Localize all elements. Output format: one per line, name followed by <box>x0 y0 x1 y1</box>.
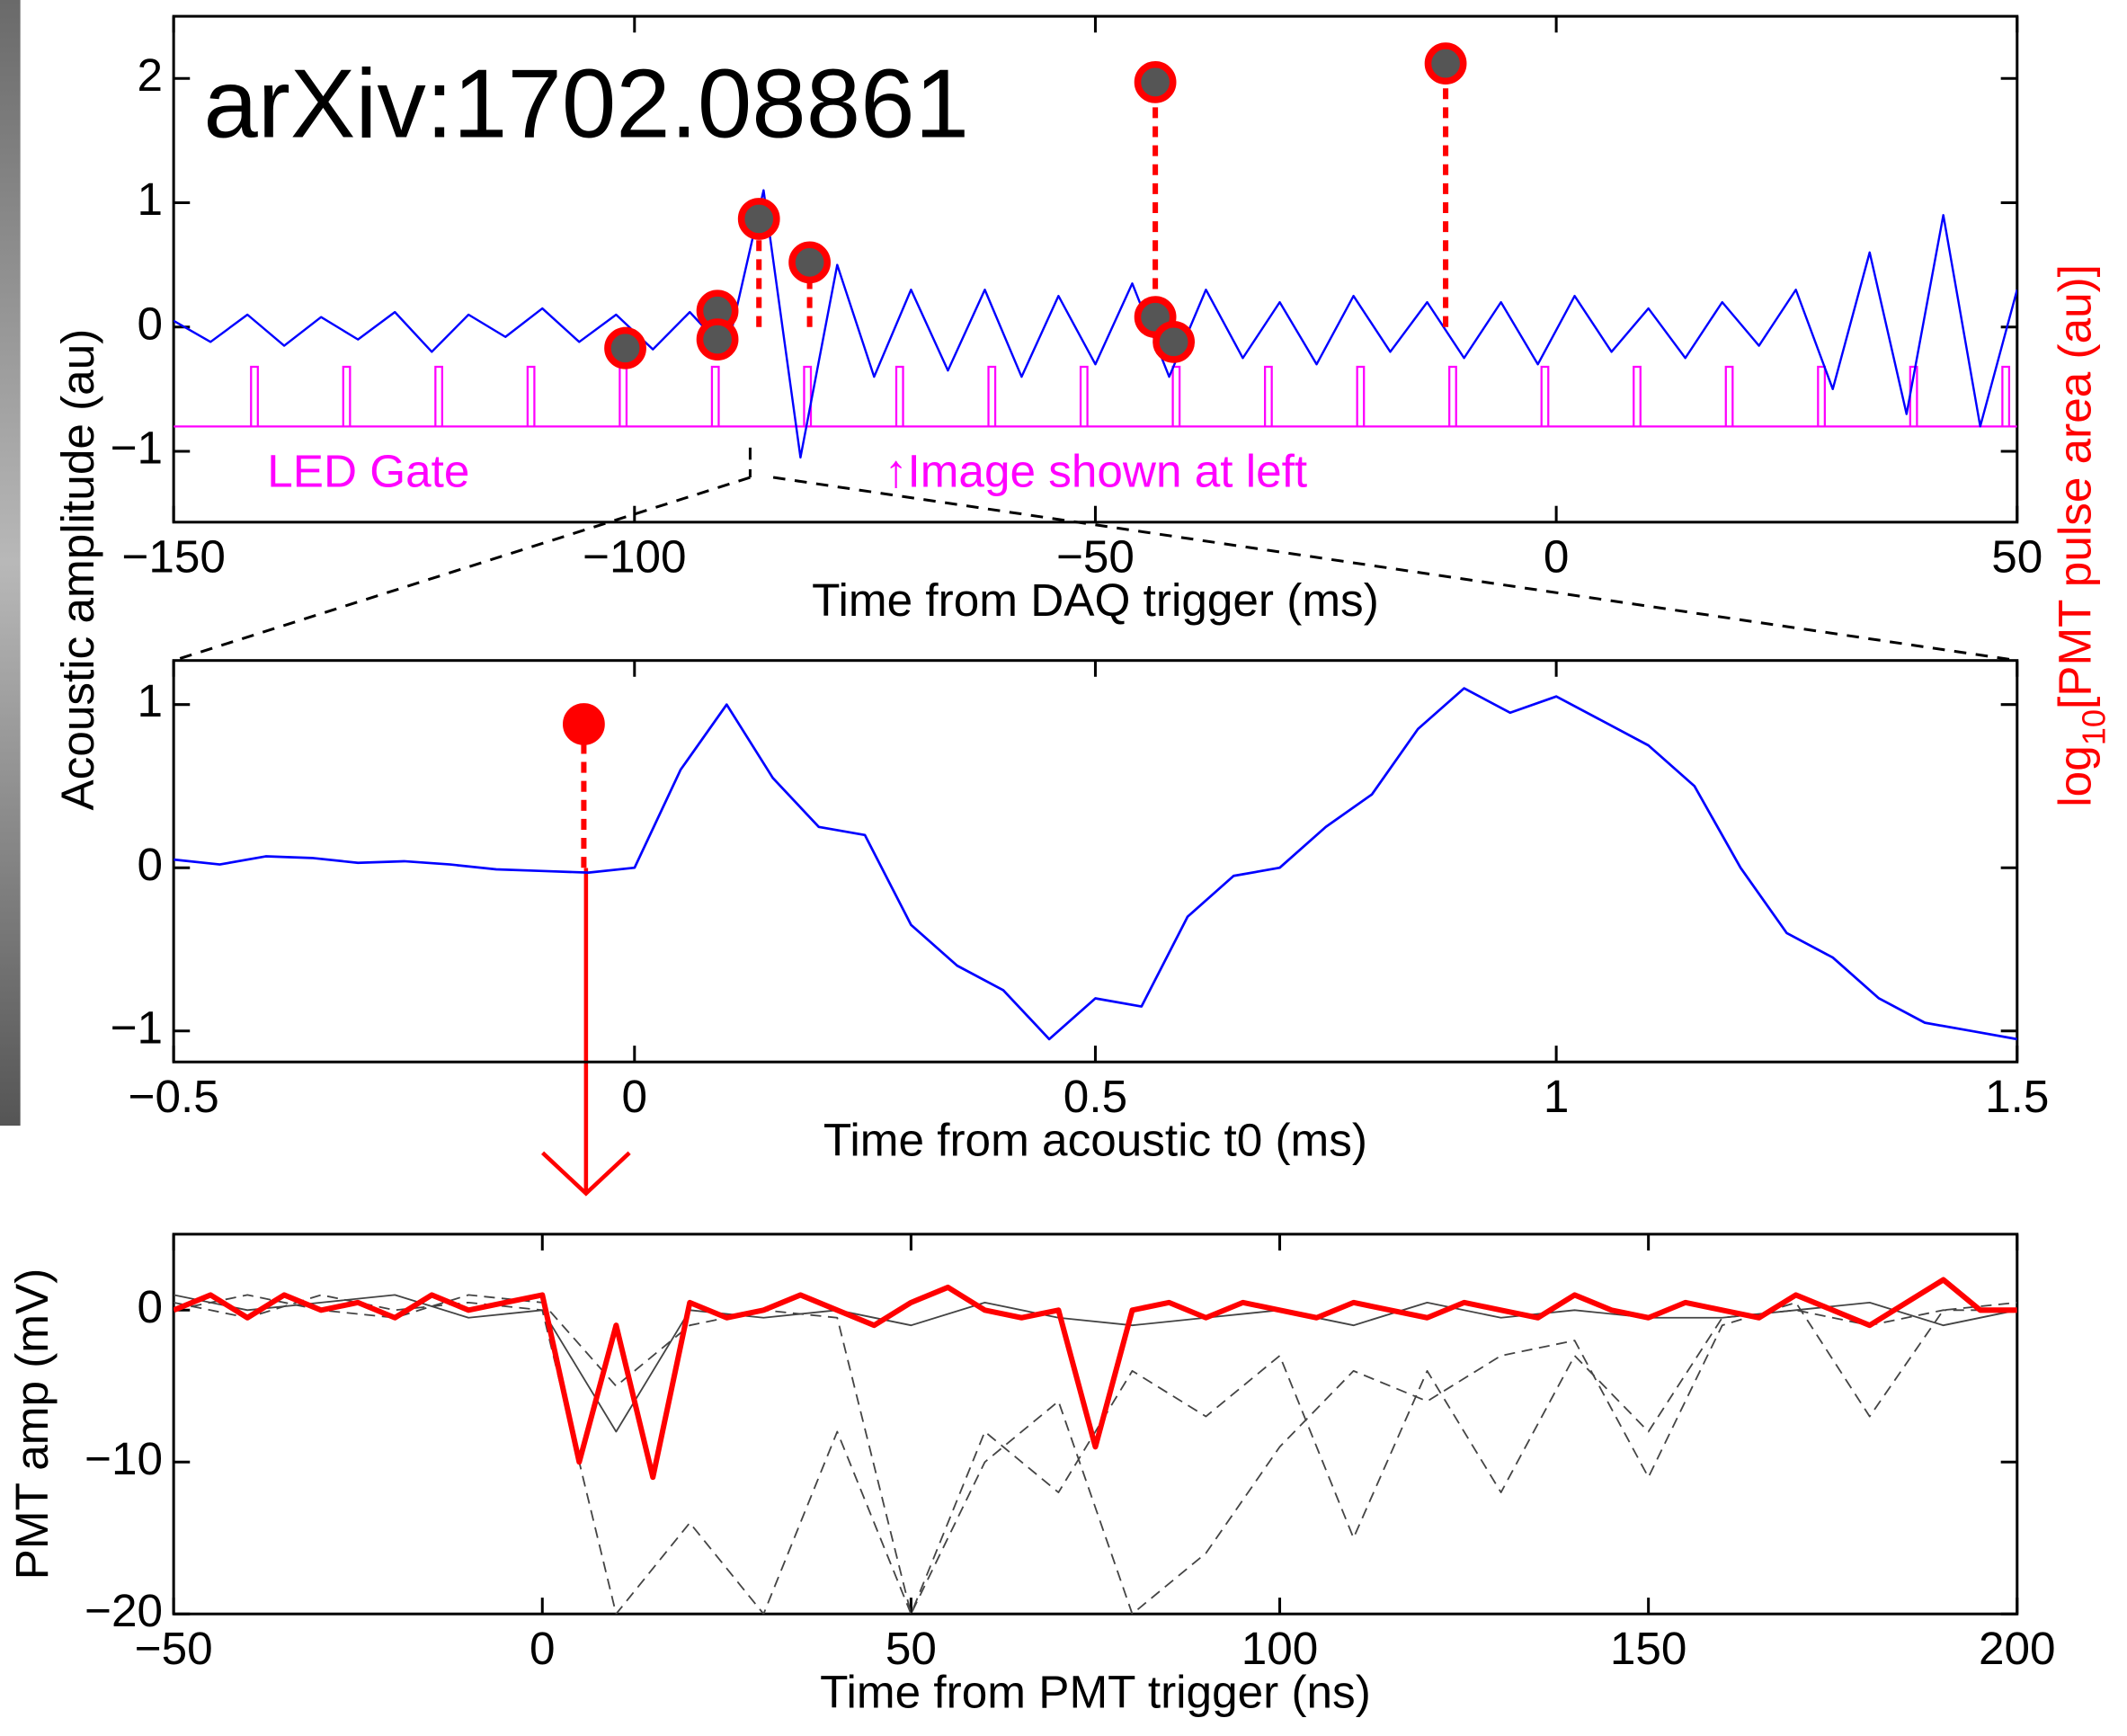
x-tick-label: 150 <box>1610 1623 1687 1674</box>
led-gate-pulse <box>1540 365 1550 427</box>
trace <box>174 1277 2017 1481</box>
pmt-pulse-marker <box>1134 60 1177 103</box>
y2-axis-label: log10[PMT pulse area (au)] <box>2049 264 2113 807</box>
led-gate-pulse <box>1171 365 1181 427</box>
y-tick-label: 0 <box>138 839 164 890</box>
led-gate-pulse <box>1633 365 1642 427</box>
led-gate-pulse <box>987 365 997 427</box>
led-gate-pulse <box>1724 365 1734 427</box>
zoom-lines <box>173 447 2017 663</box>
y-tick-label: −20 <box>85 1585 163 1636</box>
y-tick-label: −1 <box>111 1002 163 1053</box>
led-gate-pulse <box>1817 365 1826 427</box>
y2-label-subscript: 10 <box>2076 709 2113 745</box>
series-group <box>174 1277 2017 1615</box>
x-tick-label: 1.5 <box>1985 1071 2049 1122</box>
x-tick-label: 0.5 <box>1064 1071 1127 1122</box>
x-tick-label: 0 <box>622 1071 648 1122</box>
series-group <box>174 687 2017 1041</box>
x-tick-label: 0 <box>530 1623 556 1674</box>
trace <box>174 687 2017 1041</box>
y2-label-rest: [PMT pulse area (au)] <box>2049 264 2100 709</box>
pmt-pulse-marker <box>788 241 831 284</box>
x-tick-label: 1 <box>1544 1071 1570 1122</box>
led-gate-pulse <box>526 365 536 427</box>
plot-frame <box>172 1233 2019 1616</box>
y2-label-base: log <box>2049 745 2100 806</box>
led-gate-pulse <box>894 365 904 427</box>
image-strip <box>0 0 21 1126</box>
y-tick-label: −1 <box>111 423 163 474</box>
y-tick-label: 0 <box>138 1281 164 1332</box>
pmt-pulse-marker <box>604 326 646 369</box>
y-tick-label: 2 <box>138 49 164 101</box>
watermark: arXiv:1702.08861 <box>203 49 969 158</box>
x-tick-label: −50 <box>1056 531 1135 583</box>
x-tick-label: 0 <box>1544 531 1570 583</box>
trace <box>174 1294 2017 1615</box>
y-tick-label: 1 <box>138 174 164 225</box>
annotation: ↑Image shown at left <box>885 446 1307 497</box>
y-tick-label: 0 <box>138 298 164 349</box>
x-axis-label: Time from DAQ trigger (ms) <box>812 574 1379 626</box>
led-gate-label: LED Gate <box>267 446 469 497</box>
x-axis-label: Time from PMT trigger (ns) <box>820 1666 1371 1717</box>
trace <box>174 1294 2017 1433</box>
trace <box>174 189 2017 459</box>
led-gate-pulse <box>1448 365 1457 427</box>
led-gate-pulse <box>619 365 628 427</box>
x-tick-label: 50 <box>886 1623 937 1674</box>
led-gate-pulse <box>1079 365 1089 427</box>
led-gate-pulse <box>710 365 720 427</box>
plot-frame <box>172 659 2019 1064</box>
pmt-pulse-marker <box>696 318 739 361</box>
led-gate-pulse <box>803 365 813 427</box>
arrow <box>541 868 631 1197</box>
led-gate-pulse <box>1263 365 1273 427</box>
led-gate-pulse <box>2001 365 2011 427</box>
y-axis-label: Acoustic amplitude (au) <box>52 329 103 811</box>
y-tick-label: 1 <box>138 675 164 726</box>
x-tick-label: −100 <box>583 531 687 583</box>
x-tick-label: −150 <box>121 531 226 583</box>
pmt-pulse-marker <box>737 198 780 240</box>
y-axis-label: PMT amp (mV) <box>6 1269 58 1580</box>
led-gate-pulse <box>250 365 259 427</box>
x-tick-label: −0.5 <box>129 1071 219 1122</box>
x-tick-label: 200 <box>1979 1623 2056 1674</box>
x-tick-label: 100 <box>1241 1623 1319 1674</box>
led-gate-pulse <box>1356 365 1366 427</box>
pmt-pulse-marker <box>1424 42 1467 85</box>
series-group <box>174 189 2017 459</box>
x-tick-label: −50 <box>135 1623 213 1674</box>
pmt-pulse-marker <box>1152 320 1196 363</box>
led-gate-pulse <box>434 365 444 427</box>
trace <box>174 1294 2017 1615</box>
pmt-pulse-marker <box>563 703 605 745</box>
x-tick-label: 50 <box>1991 531 2042 583</box>
x-axis-label: Time from acoustic t0 (ms) <box>823 1114 1367 1165</box>
y-tick-label: −10 <box>85 1433 163 1484</box>
led-gate-pulse <box>342 365 352 427</box>
